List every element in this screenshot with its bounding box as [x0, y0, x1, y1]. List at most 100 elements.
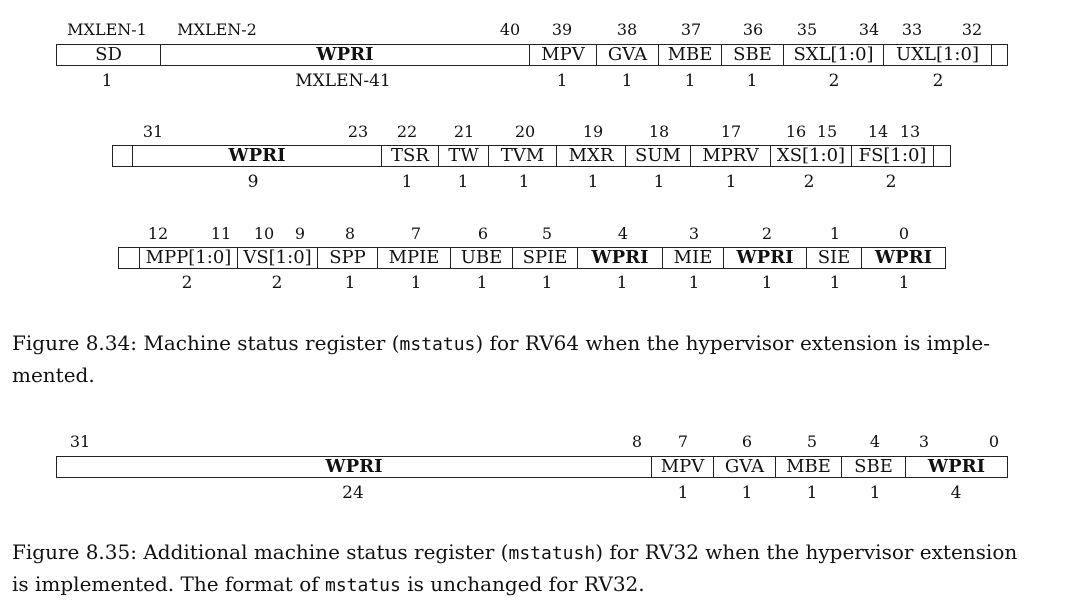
field-wpri: WPRI [861, 248, 945, 268]
field-ube: UBE [450, 248, 512, 268]
bit-label: 7 [410, 224, 422, 243]
caption-code: mstatush [508, 543, 596, 564]
width-label: MXLEN-41 [295, 71, 391, 91]
caption-line2-code: mstatus [325, 575, 401, 596]
width-label: 24 [342, 483, 364, 503]
field-gva: GVA [596, 45, 658, 65]
caption-code: mstatus [399, 334, 476, 355]
bit-label: 31 [69, 432, 91, 451]
bit-label: 31 [142, 122, 164, 141]
field-xs: XS[1:0] [770, 146, 851, 166]
width-label: 1 [616, 273, 628, 293]
bit-label: 6 [741, 432, 753, 451]
bit-label: 4 [617, 224, 629, 243]
width-label: 1 [688, 273, 700, 293]
bit-label: 32 [961, 20, 983, 39]
bit-label: 38 [616, 20, 638, 39]
caption-line2: mented. [12, 363, 95, 387]
bit-label: 17 [720, 122, 742, 141]
field-mpv: MPV [529, 45, 596, 65]
width-label: 4 [950, 483, 962, 503]
bit-label: 6 [477, 224, 489, 243]
width-label: 1 [541, 273, 553, 293]
field-spie: SPIE [512, 248, 577, 268]
caption-line2-prefix: is implemented. The format of [12, 572, 325, 596]
width-label: 1 [101, 71, 113, 91]
width-label: 2 [932, 71, 944, 91]
bit-label: 12 [147, 224, 169, 243]
bit-label: 40 [499, 20, 521, 39]
field-mpp: MPP[1:0] [139, 248, 237, 268]
field-wpri: WPRI [723, 248, 806, 268]
bit-label: 3 [918, 432, 930, 451]
field-pad [119, 248, 139, 268]
field-tsr: TSR [381, 146, 438, 166]
field-sbe: SBE [721, 45, 783, 65]
width-label: 1 [653, 172, 665, 192]
bit-label: 35 [796, 20, 818, 39]
width-label: 2 [181, 273, 193, 293]
bit-label: 8 [344, 224, 356, 243]
field-pad [113, 146, 132, 166]
bit-label: 5 [541, 224, 553, 243]
width-label: 1 [806, 483, 818, 503]
field-mie: MIE [662, 248, 723, 268]
caption-prefix: Figure 8.35: Additional machine status r… [12, 540, 509, 564]
width-label: 1 [761, 273, 773, 293]
field-sum: SUM [625, 146, 690, 166]
field-sbe: SBE [841, 457, 905, 477]
width-label: 1 [476, 273, 488, 293]
bit-label: 33 [901, 20, 923, 39]
width-label: 2 [271, 273, 283, 293]
bit-label: 36 [742, 20, 764, 39]
bit-label: 22 [396, 122, 418, 141]
bit-label: 2 [761, 224, 773, 243]
bit-label: 3 [688, 224, 700, 243]
width-label: 9 [247, 172, 259, 192]
bit-label: MXLEN-2 [177, 20, 257, 39]
register-box: WPRI TSR TW TVM MXR SUM MPRV XS[1:0] FS[… [112, 145, 951, 167]
field-wpri: WPRI [325, 456, 383, 477]
caption-suffix: ) for RV32 when the hypervisor extension [595, 540, 1018, 564]
figure-caption-834: Figure 8.34: Machine status register (ms… [12, 328, 1062, 390]
bit-label: 9 [294, 224, 306, 243]
caption-suffix: ) for RV64 when the hypervisor extension… [475, 331, 990, 355]
width-label: 1 [898, 273, 910, 293]
field-mxr: MXR [556, 146, 625, 166]
bit-label: 0 [988, 432, 1000, 451]
bit-label: 14 [867, 122, 889, 141]
width-label: 1 [684, 71, 696, 91]
field-fs: FS[1:0] [851, 146, 934, 166]
bit-label: 0 [898, 224, 910, 243]
bit-label: MXLEN-1 [67, 20, 147, 39]
width-label: 1 [746, 71, 758, 91]
bit-label: 23 [347, 122, 369, 141]
width-label: 1 [677, 483, 689, 503]
caption-line2-suffix: is unchanged for RV32. [400, 572, 645, 596]
field-wpri: WPRI [905, 457, 1007, 477]
width-label: 2 [828, 71, 840, 91]
register-box: WPRI MPV GVA MBE SBE WPRI [56, 456, 1008, 478]
width-label: 1 [869, 483, 881, 503]
bit-label: 4 [869, 432, 881, 451]
width-label: 1 [556, 71, 568, 91]
width-label: 1 [344, 273, 356, 293]
field-mpie: MPIE [377, 248, 450, 268]
width-label: 1 [410, 273, 422, 293]
bit-label: 8 [631, 432, 643, 451]
bit-label: 34 [858, 20, 880, 39]
bit-label: 7 [677, 432, 689, 451]
width-label: 1 [741, 483, 753, 503]
bit-label: 37 [680, 20, 702, 39]
field-mpv: MPV [651, 457, 713, 477]
bit-label: 18 [648, 122, 670, 141]
width-label: 1 [829, 273, 841, 293]
field-tw: TW [438, 146, 488, 166]
field-mprv: MPRV [690, 146, 770, 166]
width-label: 1 [457, 172, 469, 192]
register-box: SD WPRI MPV GVA MBE SBE SXL[1:0] UXL[1:0… [56, 44, 1008, 66]
bit-label: 5 [806, 432, 818, 451]
field-sxl: SXL[1:0] [783, 45, 883, 65]
width-label: 2 [885, 172, 897, 192]
width-label: 1 [401, 172, 413, 192]
